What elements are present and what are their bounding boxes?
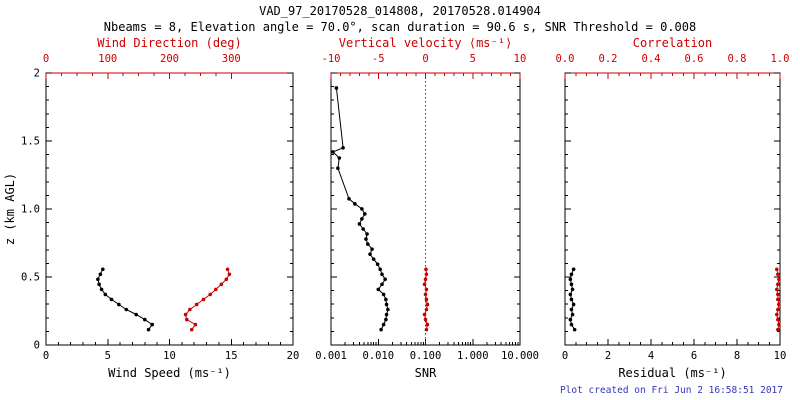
plot-title: VAD_97_20170528_014808, 20170528.014904 [259,4,541,18]
svg-text:0: 0 [43,350,49,362]
svg-text:0.8: 0.8 [728,53,747,65]
svg-text:0.010: 0.010 [362,350,394,362]
svg-text:0.4: 0.4 [642,53,661,65]
svg-text:-5: -5 [372,53,385,65]
plot-subtitle: Nbeams = 8, Elevation angle = 70.0°, sca… [104,20,696,34]
panel-snr: 0.001 0.010 0.100 1.000 10.000 -10 -5 0 5 10 SNR Ve… [315,36,539,380]
svg-text:Vertical velocity ⟨ms⁻¹⟩: Vertical velocity ⟨ms⁻¹⟩ [339,36,512,50]
series-wind-speed [96,267,155,332]
svg-text:0.0: 0.0 [556,53,575,65]
svg-text:Wind Speed (ms⁻¹): Wind Speed (ms⁻¹) [108,366,231,380]
svg-text:0.100: 0.100 [410,350,442,362]
series-wind-direction [183,267,232,332]
svg-text:10: 10 [774,350,787,362]
svg-text:2: 2 [605,350,611,362]
series-vertical-velocity [422,267,430,332]
svg-text:0: 0 [422,53,428,65]
series-snr-profile [331,86,390,332]
creation-timestamp: Plot created on Fri Jun 2 16:58:51 2017 [560,385,783,396]
svg-text:0: 0 [562,350,568,362]
svg-text:100: 100 [98,53,117,65]
series-correlation-profile [774,267,781,332]
svg-text:10: 10 [514,53,527,65]
panel-residual: 0 2 4 6 8 10 0.0 0.2 0.4 0.6 0.8 1.0 Residual (ms⁻¹)… [556,36,790,380]
svg-text:z (km AGL): z (km AGL) [3,173,17,245]
svg-text:Wind Direction (deg): Wind Direction (deg) [97,36,242,50]
svg-text:0.5: 0.5 [21,272,40,284]
svg-text:0.6: 0.6 [685,53,704,65]
series-residual-profile [568,267,577,332]
svg-text:0.001: 0.001 [315,350,347,362]
svg-text:2: 2 [34,68,40,80]
svg-text:10: 10 [163,350,176,362]
svg-text:0: 0 [34,340,40,352]
svg-text:1.0: 1.0 [21,204,40,216]
svg-text:8: 8 [734,350,740,362]
svg-text:10.000: 10.000 [501,350,539,362]
svg-text:1.0: 1.0 [771,53,790,65]
svg-text:1.5: 1.5 [21,136,40,148]
svg-text:-10: -10 [322,53,341,65]
svg-text:200: 200 [160,53,179,65]
svg-text:20: 20 [287,350,300,362]
svg-text:SNR: SNR [415,366,437,380]
svg-text:6: 6 [691,350,697,362]
svg-text:5: 5 [470,53,476,65]
svg-text:15: 15 [225,350,238,362]
svg-text:1.000: 1.000 [457,350,489,362]
svg-text:300: 300 [222,53,241,65]
svg-text:Correlation: Correlation [633,36,712,50]
svg-text:0.2: 0.2 [599,53,618,65]
svg-text:0: 0 [43,53,49,65]
svg-text:4: 4 [648,350,654,362]
svg-text:Residual (ms⁻¹): Residual (ms⁻¹) [618,366,726,380]
svg-text:5: 5 [105,350,111,362]
